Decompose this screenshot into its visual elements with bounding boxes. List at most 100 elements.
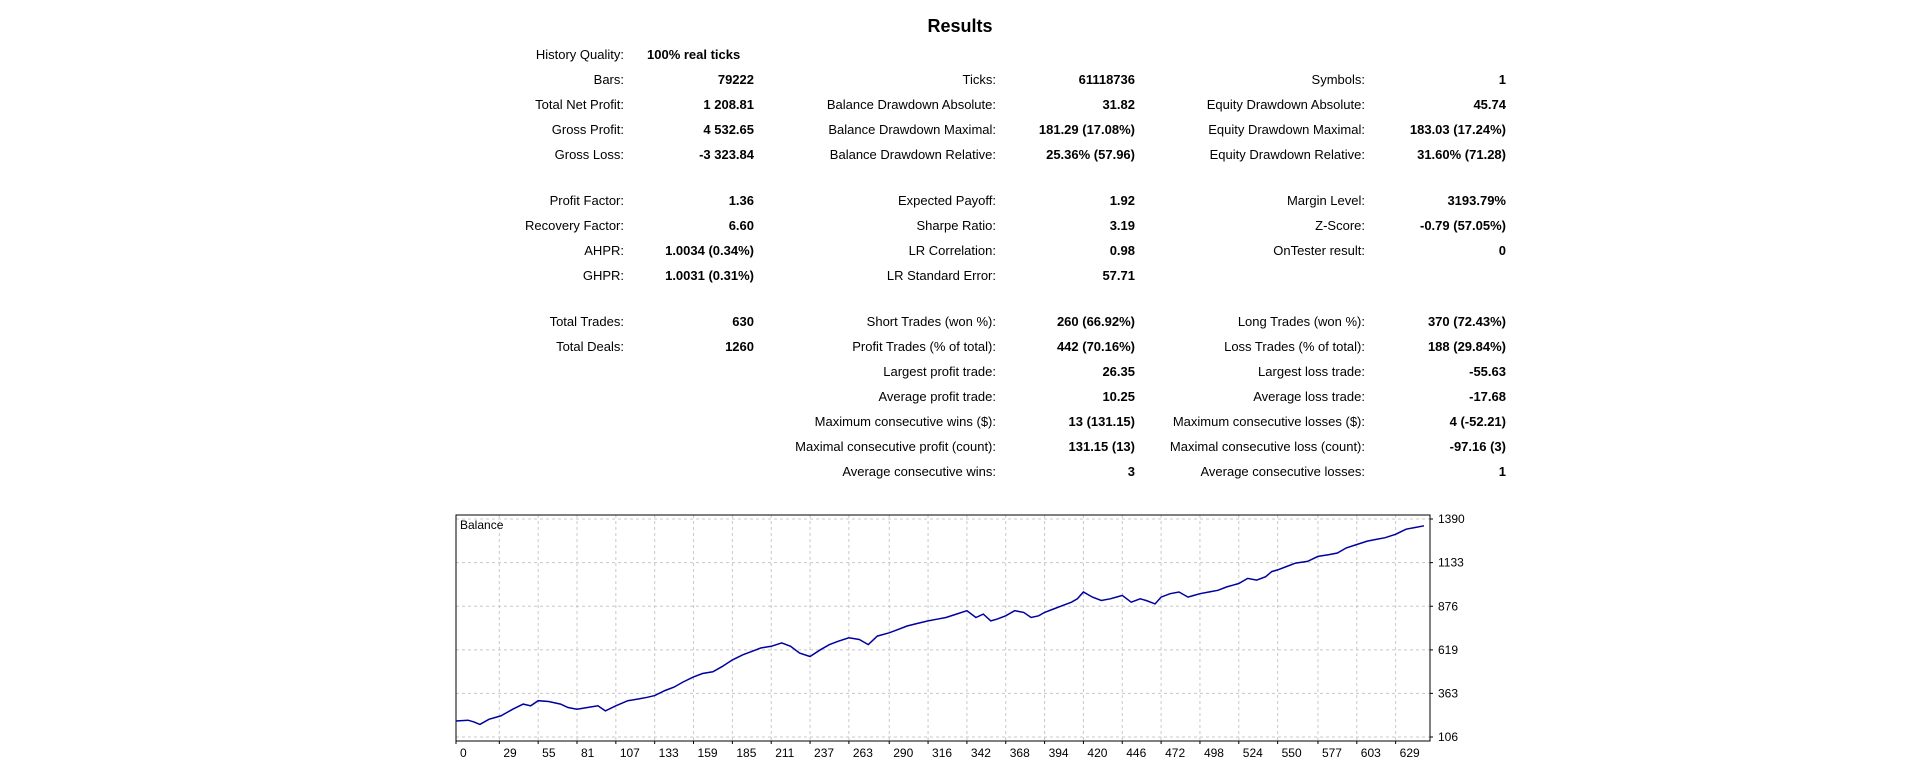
largest-loss-trade-value: -55.63 xyxy=(1469,364,1506,379)
x-tick-label: 394 xyxy=(1049,746,1069,760)
profit-trades-value: 442 (70.16%) xyxy=(1056,339,1135,354)
long-trades-label: Long Trades (won %): xyxy=(1237,314,1365,329)
maximal-consecutive-profit-label: Maximal consecutive profit (count): xyxy=(795,439,996,454)
x-tick-label: 472 xyxy=(1165,746,1185,760)
z-score-label: Z-Score: xyxy=(1315,218,1365,233)
y-tick-label: 363 xyxy=(1438,686,1458,700)
largest-profit-trade-value: 26.35 xyxy=(1102,364,1135,379)
lr-correlation-value: 0.98 xyxy=(1109,243,1135,258)
balance-series-line xyxy=(455,525,1425,726)
ghpr-value: 1.0031 (0.31%) xyxy=(665,268,754,283)
x-tick-label: 550 xyxy=(1282,746,1302,760)
x-tick-label: 524 xyxy=(1243,746,1263,760)
balance-drawdown-relative-value: 25.36% (57.96) xyxy=(1046,147,1135,162)
x-tick-label: 368 xyxy=(1010,746,1030,760)
short-trades-value: 260 (66.92%) xyxy=(1056,314,1135,329)
expected-payoff-label: Expected Payoff: xyxy=(897,193,996,208)
equity-drawdown-maximal-label: Equity Drawdown Maximal: xyxy=(1208,122,1365,137)
ontester-result-value: 0 xyxy=(1498,243,1506,258)
ticks-value: 61118736 xyxy=(1078,72,1135,87)
largest-profit-trade-label: Largest profit trade: xyxy=(883,364,996,379)
loss-trades-value: 188 (29.84%) xyxy=(1427,339,1506,354)
balance-drawdown-maximal-label: Balance Drawdown Maximal: xyxy=(828,122,996,137)
ticks-label: Ticks: xyxy=(962,72,996,87)
total-deals-value: 1260 xyxy=(725,339,754,354)
total-net-profit-label: Total Net Profit: xyxy=(535,97,624,112)
average-loss-trade-label: Average loss trade: xyxy=(1253,389,1365,404)
y-tick-label: 1390 xyxy=(1438,514,1465,526)
margin-level-label: Margin Level: xyxy=(1286,193,1365,208)
x-tick-label: 446 xyxy=(1126,746,1146,760)
equity-drawdown-relative-value: 31.60% (71.28) xyxy=(1417,147,1506,162)
z-score-value: -0.79 (57.05%) xyxy=(1420,218,1506,233)
total-trades-value: 630 xyxy=(732,314,754,329)
page-title: Results xyxy=(927,16,993,36)
bars-value: 79222 xyxy=(717,72,754,87)
gross-profit-value: 4 532.65 xyxy=(703,122,754,137)
largest-loss-trade-label: Largest loss trade: xyxy=(1258,364,1365,379)
equity-drawdown-absolute-value: 45.74 xyxy=(1473,97,1506,112)
equity-drawdown-absolute-label: Equity Drawdown Absolute: xyxy=(1206,97,1365,112)
max-consecutive-wins-value: 13 (131.15) xyxy=(1068,414,1136,429)
average-consecutive-losses-value: 1 xyxy=(1498,464,1506,479)
history-quality-label: History Quality: xyxy=(535,47,624,62)
x-tick-label: 237 xyxy=(814,746,834,760)
average-consecutive-wins-label: Average consecutive wins: xyxy=(842,464,996,479)
ghpr-label: GHPR: xyxy=(582,268,624,283)
balance-drawdown-relative-label: Balance Drawdown Relative: xyxy=(829,147,996,162)
y-tick-label: 106 xyxy=(1438,730,1458,744)
average-consecutive-wins-value: 3 xyxy=(1127,464,1135,479)
x-tick-label: 316 xyxy=(932,746,952,760)
maximal-consecutive-loss-value: -97.16 (3) xyxy=(1449,439,1506,454)
margin-level-value: 3193.79% xyxy=(1447,193,1506,208)
profit-trades-label: Profit Trades (% of total): xyxy=(852,339,996,354)
x-tick-label: 107 xyxy=(620,746,640,760)
gross-loss-value: -3 323.84 xyxy=(699,147,754,162)
symbols-value: 1 xyxy=(1498,72,1506,87)
ontester-result-label: OnTester result: xyxy=(1273,243,1365,258)
gross-loss-label: Gross Loss: xyxy=(554,147,624,162)
max-consecutive-wins-label: Maximum consecutive wins ($): xyxy=(814,414,996,429)
average-loss-trade-value: -17.68 xyxy=(1469,389,1506,404)
sharpe-ratio-label: Sharpe Ratio: xyxy=(916,218,997,233)
x-tick-label: 29 xyxy=(503,746,517,760)
profit-factor-value: 1.36 xyxy=(728,193,754,208)
y-tick-label: 619 xyxy=(1438,643,1458,657)
x-tick-label: 81 xyxy=(581,746,595,760)
sharpe-ratio-value: 3.19 xyxy=(1109,218,1135,233)
gross-profit-label: Gross Profit: xyxy=(551,122,624,137)
x-tick-label: 159 xyxy=(698,746,718,760)
long-trades-value: 370 (72.43%) xyxy=(1427,314,1506,329)
total-trades-label: Total Trades: xyxy=(549,314,624,329)
average-profit-trade-value: 10.25 xyxy=(1102,389,1135,404)
balance-drawdown-maximal-value: 181.29 (17.08%) xyxy=(1038,122,1135,137)
equity-drawdown-maximal-value: 183.03 (17.24%) xyxy=(1409,122,1506,137)
x-tick-label: 185 xyxy=(736,746,756,760)
balance-drawdown-absolute-label: Balance Drawdown Absolute: xyxy=(826,97,996,112)
maximal-consecutive-loss-label: Maximal consecutive loss (count): xyxy=(1169,439,1365,454)
x-tick-label: 577 xyxy=(1322,746,1342,760)
expected-payoff-value: 1.92 xyxy=(1109,193,1135,208)
total-deals-label: Total Deals: xyxy=(556,339,624,354)
y-tick-label: 876 xyxy=(1438,599,1458,613)
x-tick-label: 290 xyxy=(893,746,913,760)
symbols-label: Symbols: xyxy=(1311,72,1365,87)
x-tick-label: 55 xyxy=(542,746,556,760)
lr-standard-error-value: 57.71 xyxy=(1102,268,1135,283)
max-consecutive-losses-value: 4 (-52.21) xyxy=(1449,414,1506,429)
balance-drawdown-absolute-value: 31.82 xyxy=(1102,97,1135,112)
profit-factor-label: Profit Factor: xyxy=(549,193,624,208)
lr-standard-error-label: LR Standard Error: xyxy=(886,268,996,283)
maximal-consecutive-profit-value: 131.15 (13) xyxy=(1068,439,1136,454)
y-tick-label: 1133 xyxy=(1438,556,1464,570)
balance-chart: Balance 0 29 55 81 107 133 159 185 211 237 263 290 31… xyxy=(455,512,1535,766)
ahpr-value: 1.0034 (0.34%) xyxy=(665,243,754,258)
chart-grid xyxy=(455,515,1430,741)
plot-frame xyxy=(455,514,1431,742)
lr-correlation-label: LR Correlation: xyxy=(908,243,996,258)
equity-drawdown-relative-label: Equity Drawdown Relative: xyxy=(1209,147,1365,162)
history-quality-value: 100% real ticks xyxy=(647,47,741,62)
x-tick-label: 420 xyxy=(1087,746,1107,760)
x-tick-label: 211 xyxy=(775,746,794,760)
average-profit-trade-label: Average profit trade: xyxy=(878,389,996,404)
